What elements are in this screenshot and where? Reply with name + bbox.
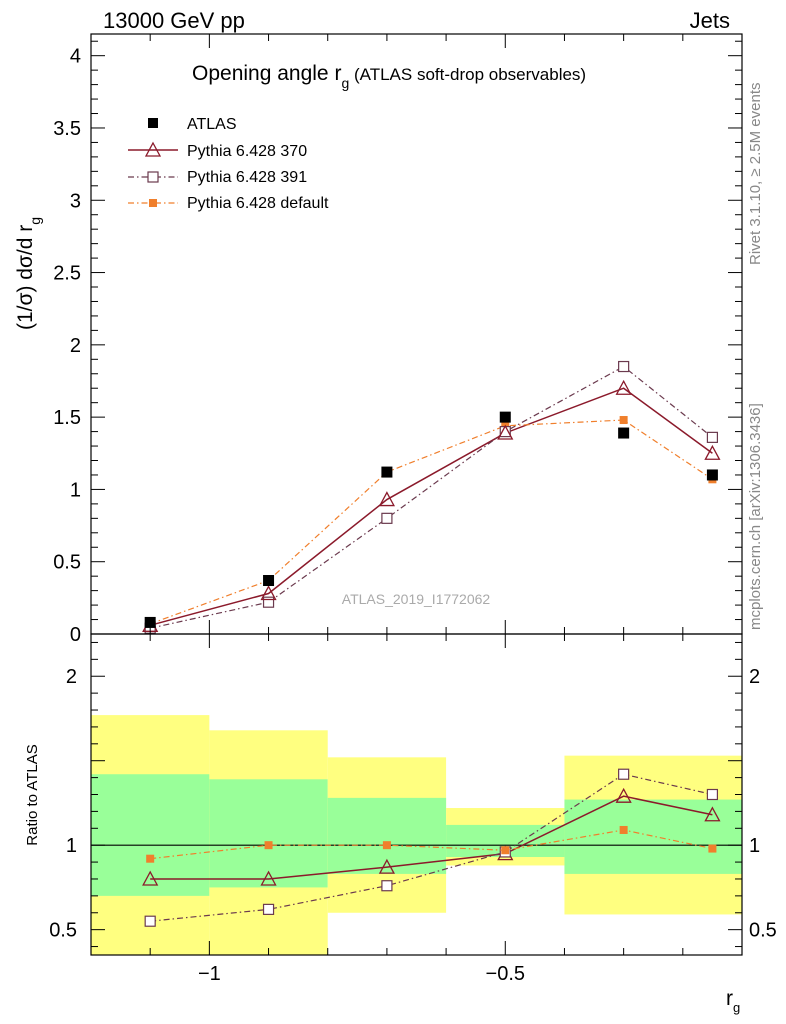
point-pythia-6-428-370-1 (260, 585, 277, 601)
ratio-line-pythia-6-428-default (150, 829, 713, 860)
ratio-band-green-0 (91, 774, 210, 896)
ratio-point-pythia-6-428-default-2 (382, 841, 391, 850)
ratio-point-pythia-6-428-default-1 (264, 841, 273, 850)
legend-marker-atlas (148, 118, 158, 128)
main-title-subscript: g (341, 75, 349, 91)
ratio-point-pythia-6-428-391-0 (144, 915, 156, 927)
point-pythia-6-428-370-2 (378, 491, 395, 507)
ratio-point-pythia-6-428-370-0 (142, 870, 159, 886)
point-atlas-0 (144, 616, 156, 628)
series-line-pythia-6-428-370 (149, 387, 713, 627)
ratio-y-tick-label-right-1: 1 (749, 835, 760, 857)
y-tick-label-8: 4 (70, 46, 81, 68)
legend-marker-pythia-default (149, 199, 157, 207)
point-atlas-1 (263, 575, 275, 587)
y-tick-label-4: 2 (70, 335, 81, 357)
legend-label-pythia-370: Pythia 6.428 370 (187, 143, 307, 160)
ratio-y-axis-label: Ratio to ATLAS (24, 744, 41, 845)
ratio-y-tick-label-right-0: 0.5 (749, 920, 777, 942)
ratio-point-pythia-6-428-default-4 (619, 825, 628, 834)
legend-label-pythia-default: Pythia 6.428 default (187, 195, 329, 212)
point-pythia-6-428-391-5 (706, 431, 719, 443)
ratio-point-pythia-6-428-391-1 (262, 903, 275, 915)
main-title-text: Opening angle r (192, 62, 341, 85)
ratio-point-pythia-6-428-370-1 (260, 870, 277, 886)
y-tick-label-5: 2.5 (53, 263, 81, 285)
ratio-point-pythia-6-428-370-2 (378, 858, 395, 874)
ratio-point-pythia-6-428-default-3 (501, 846, 510, 855)
point-atlas-5 (706, 469, 718, 481)
ratio-point-pythia-6-428-370-4 (615, 787, 632, 803)
point-pythia-6-428-370-3 (497, 424, 514, 440)
ratio-point-pythia-6-428-391-4 (618, 768, 630, 780)
legend-label-pythia-391: Pythia 6.428 391 (187, 169, 307, 186)
legend-marker-pythia-370 (144, 141, 162, 157)
ratio-panel: −1 −0.5 0.5 0.5 1 1 2 2 Ratio to ATLAS rg (24, 633, 777, 1015)
series-line-pythia-6-428-391 (150, 365, 713, 629)
point-pythia-6-428-370-4 (615, 379, 632, 395)
energy-label: 13000 GeV pp (103, 8, 245, 33)
point-pythia-6-428-default-4 (619, 416, 628, 425)
x-tick-label-1: −0.5 (486, 963, 525, 985)
legend: ATLAS Pythia 6.428 370 Pythia 6.428 391 … (128, 116, 329, 212)
x-tick-label-0: −1 (198, 963, 221, 985)
main-panel: 00.511.522.533.54 Opening angle rg (ATLA… (14, 33, 743, 646)
analysis-watermark: ATLAS_2019_I1772062 (342, 591, 491, 607)
ratio-point-pythia-6-428-370-5 (704, 806, 721, 822)
main-title-suffix: (ATLAS soft-drop observables) (349, 65, 586, 84)
point-pythia-6-428-370-5 (704, 444, 721, 460)
point-atlas-4 (618, 427, 630, 439)
point-atlas-3 (499, 411, 511, 423)
ratio-panel-frame (90, 633, 743, 956)
ratio-point-pythia-6-428-391-5 (706, 788, 719, 801)
y-tick-label-3: 1.5 (53, 407, 81, 429)
ratio-band-green-4 (564, 799, 742, 874)
ratio-point-pythia-6-428-default-5 (708, 844, 717, 853)
y-tick-label-2: 1 (70, 479, 81, 501)
x-axis-label: rg (726, 987, 740, 1015)
legend-marker-pythia-391 (147, 171, 159, 183)
ratio-point-pythia-6-428-default-0 (146, 854, 155, 863)
y-tick-label-6: 3 (70, 190, 81, 212)
ratio-line-pythia-6-428-370 (150, 795, 713, 880)
y-tick-label-1: 0.5 (53, 552, 81, 574)
ratio-y-tick-label-left-1: 1 (66, 835, 77, 857)
ratio-y-tick-label-left-2: 2 (66, 666, 77, 688)
ratio-line-pythia-6-428-391 (150, 773, 713, 922)
ratio-y-tick-label-right-2: 2 (749, 666, 760, 688)
ratio-point-pythia-6-428-391-2 (381, 880, 393, 892)
rivet-label: Rivet 3.1.10, ≥ 2.5M events (747, 83, 764, 266)
y-axis-label: (1/σ) dσ/d rg (14, 217, 43, 330)
legend-label-atlas: ATLAS (187, 116, 237, 133)
process-label: Jets (690, 8, 730, 33)
y-axis-label-text: (1/σ) dσ/d r (14, 225, 37, 330)
point-pythia-6-428-391-2 (381, 512, 393, 524)
x-axis-label-subscript: g (733, 1000, 740, 1015)
ratio-band-green-1 (209, 779, 328, 888)
y-axis-label-subscript: g (27, 217, 43, 225)
point-atlas-2 (381, 466, 393, 478)
ratio-y-tick-label-left-0: 0.5 (49, 920, 77, 942)
y-tick-label-0: 0 (70, 624, 81, 646)
point-pythia-6-428-391-1 (262, 596, 275, 608)
main-title: Opening angle rg (ATLAS soft-drop observ… (192, 62, 586, 91)
x-axis-label-text: r (726, 987, 733, 1010)
y-tick-label-7: 3.5 (53, 118, 81, 140)
point-pythia-6-428-391-4 (618, 360, 630, 373)
mcplots-label: mcplots.cern.ch [arXiv:1306.3436] (747, 403, 764, 630)
series-line-pythia-6-428-default (149, 419, 713, 625)
